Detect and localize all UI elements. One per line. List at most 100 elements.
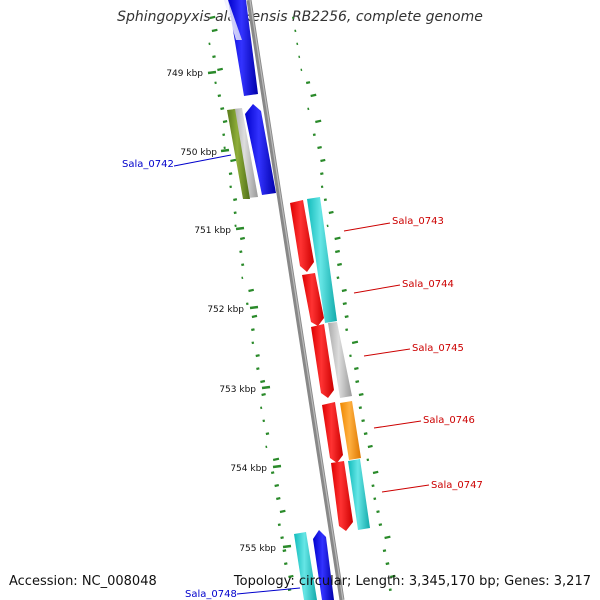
gc-tick — [209, 15, 216, 20]
gc-tick — [282, 549, 287, 553]
gc-tick — [320, 158, 326, 163]
gc-tick — [372, 470, 379, 475]
gene-blue-0748[interactable] — [313, 530, 334, 600]
gc-tick — [239, 236, 246, 241]
gc-tick — [384, 535, 391, 540]
gene-cyan-0743[interactable] — [307, 197, 337, 323]
tick-753 — [261, 385, 271, 390]
gc-tick — [323, 198, 327, 202]
gene-red-0745[interactable] — [311, 324, 334, 398]
gc-tick — [334, 249, 340, 254]
gc-tick — [279, 509, 286, 514]
gene-orange-0746[interactable] — [340, 401, 361, 460]
gc-tick — [389, 574, 396, 579]
gc-tick — [341, 288, 347, 293]
gc-tick — [265, 432, 270, 436]
gc-tick — [217, 94, 222, 98]
gc-tick — [272, 457, 280, 462]
gc-tick — [320, 172, 324, 176]
gene-label-0743[interactable]: Sala_0743 — [392, 216, 444, 227]
gc-tick — [228, 172, 233, 176]
callout-line-0745 — [363, 348, 411, 357]
gc-tick — [277, 523, 281, 527]
gc-tick — [260, 379, 266, 384]
gene-olive-0742[interactable] — [227, 109, 250, 199]
gc-tick — [212, 55, 216, 59]
gc-tick — [351, 340, 359, 345]
gc-tick — [354, 366, 359, 371]
gc-tick — [376, 510, 380, 514]
gc-tick — [315, 119, 322, 124]
gene-gray-0745[interactable] — [328, 322, 352, 398]
gene-cyan-0747[interactable] — [348, 459, 370, 530]
gc-tick — [355, 380, 360, 384]
gc-tick — [388, 588, 392, 592]
gc-tick — [270, 471, 275, 475]
position-label-749: 749 kbp — [166, 69, 203, 79]
gc-tick — [287, 588, 292, 592]
forward-strand-genes — [290, 197, 370, 531]
gc-tick — [363, 432, 368, 436]
gc-tick — [233, 198, 238, 202]
gene-label-0744[interactable]: Sala_0744 — [402, 279, 454, 290]
backbone-line — [246, 0, 345, 600]
gene-cyan-0748[interactable] — [294, 532, 317, 600]
gc-tick — [222, 133, 226, 137]
callout-line-0748 — [236, 587, 301, 595]
gc-tick — [241, 263, 245, 267]
gene-red-0744[interactable] — [302, 273, 324, 326]
position-label-754: 754 kbp — [230, 464, 267, 474]
gene-label-0742[interactable]: Sala_0742 — [122, 159, 174, 170]
gc-tick — [230, 158, 237, 163]
gc-tick — [358, 392, 364, 397]
gc-tick — [305, 81, 311, 85]
gene-gray-0742[interactable] — [233, 108, 258, 198]
gc-tick — [222, 120, 228, 124]
position-label-752: 752 kbp — [207, 305, 244, 315]
callout-line-0742 — [173, 154, 232, 167]
accession-text: Accession: NC_008048 — [9, 574, 157, 589]
position-label-750: 750 kbp — [180, 148, 217, 158]
gene-callouts: Sala_0742 Sala_0743 Sala_0744 Sala_0745 … — [122, 154, 483, 600]
gc-tick — [233, 211, 237, 215]
backbone-highlight — [249, 0, 344, 600]
gc-tick — [288, 574, 294, 579]
gc-tick — [342, 302, 347, 306]
gene-label-0747[interactable]: Sala_0747 — [431, 480, 483, 491]
gene-label-0748[interactable]: Sala_0748 — [185, 589, 237, 600]
gc-tick — [334, 236, 341, 241]
gc-tick — [261, 393, 266, 397]
tick-749 — [207, 70, 217, 75]
gene-label-0745[interactable]: Sala_0745 — [412, 343, 464, 354]
gc-tick — [310, 93, 317, 98]
gene-red-0743[interactable] — [290, 200, 314, 272]
callout-line-0744 — [353, 284, 401, 294]
gene-red-0747[interactable] — [331, 461, 353, 531]
tick-751 — [235, 226, 245, 231]
gc-tick — [274, 483, 280, 488]
map-title: Sphingopyxis alaskensis RB2256, complete… — [117, 9, 483, 25]
gc-tick — [255, 354, 260, 358]
gc-tick — [283, 562, 288, 566]
gc-tick — [239, 250, 243, 254]
callout-line-0743 — [343, 222, 391, 232]
gc-tick — [345, 328, 349, 332]
gc-tick — [378, 523, 383, 527]
gc-tick — [358, 406, 362, 410]
gc-tick — [217, 67, 224, 72]
gc-tick — [371, 484, 375, 488]
gene-blue-750[interactable] — [245, 104, 276, 195]
position-label-753: 753 kbp — [219, 385, 256, 395]
gene-red-0746[interactable] — [322, 402, 343, 463]
position-ticks: 749 kbp 750 kbp 751 kbp 752 kbp 753 kbp … — [166, 69, 292, 554]
gc-tick — [367, 444, 373, 449]
gc-content-track-left — [208, 15, 294, 592]
tick-755 — [282, 544, 292, 549]
reverse-strand-genes — [224, 0, 334, 600]
gc-tick — [280, 536, 284, 540]
gene-label-0746[interactable]: Sala_0746 — [423, 415, 475, 426]
gc-tick — [251, 314, 258, 319]
gc-tick — [220, 107, 225, 111]
gc-tick — [373, 497, 377, 501]
callout-line-0747 — [381, 484, 430, 493]
